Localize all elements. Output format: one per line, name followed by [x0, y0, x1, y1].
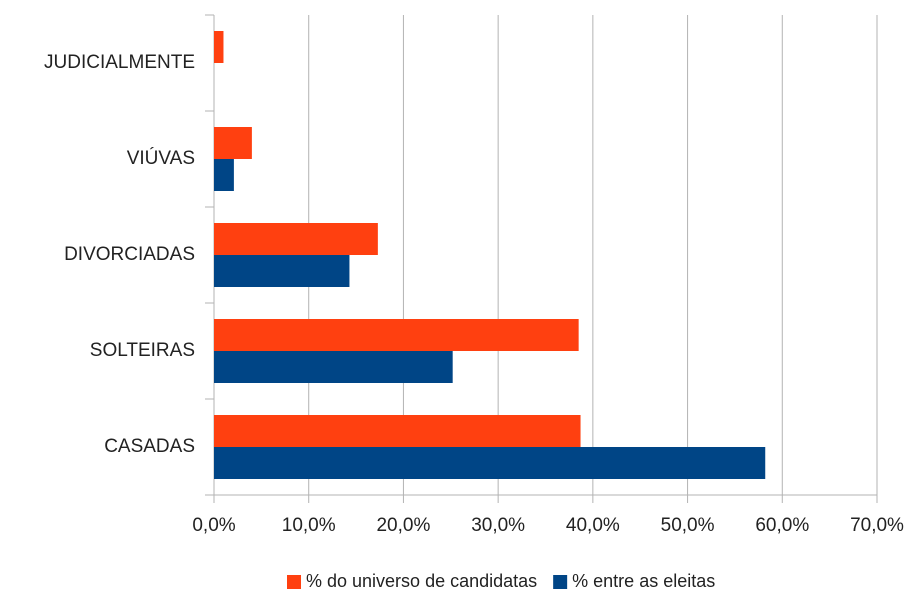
bar	[214, 159, 234, 191]
bar	[214, 31, 224, 63]
legend-swatch	[287, 575, 301, 589]
x-tick-label: 0,0%	[192, 515, 235, 536]
legend-swatch	[553, 575, 568, 589]
x-tick-label: 40,0%	[566, 515, 620, 536]
x-tick-label: 70,0%	[850, 515, 904, 536]
bar	[214, 351, 453, 383]
bar	[214, 127, 252, 159]
bar	[214, 255, 350, 287]
bar	[214, 223, 378, 255]
legend-label: % entre as eleitas	[572, 571, 715, 589]
y-tick-label: VIÚVAS	[127, 147, 195, 169]
x-tick-label: 60,0%	[755, 515, 809, 536]
x-tick-label: 30,0%	[471, 515, 525, 536]
legend-label: % do universo de candidatas	[306, 571, 537, 589]
x-tick-label: 20,0%	[376, 515, 430, 536]
x-tick-label: 50,0%	[661, 515, 715, 536]
y-tick-label: CASADAS	[104, 436, 195, 457]
bar	[214, 447, 766, 479]
y-tick-label: DIVORCIADAS	[64, 244, 195, 265]
bar	[214, 415, 581, 447]
x-tick-label: 10,0%	[282, 515, 336, 536]
bar	[214, 319, 579, 351]
y-tick-label: SOLTEIRAS	[90, 340, 195, 361]
y-tick-label: JUDICIALMENTE	[44, 52, 195, 73]
